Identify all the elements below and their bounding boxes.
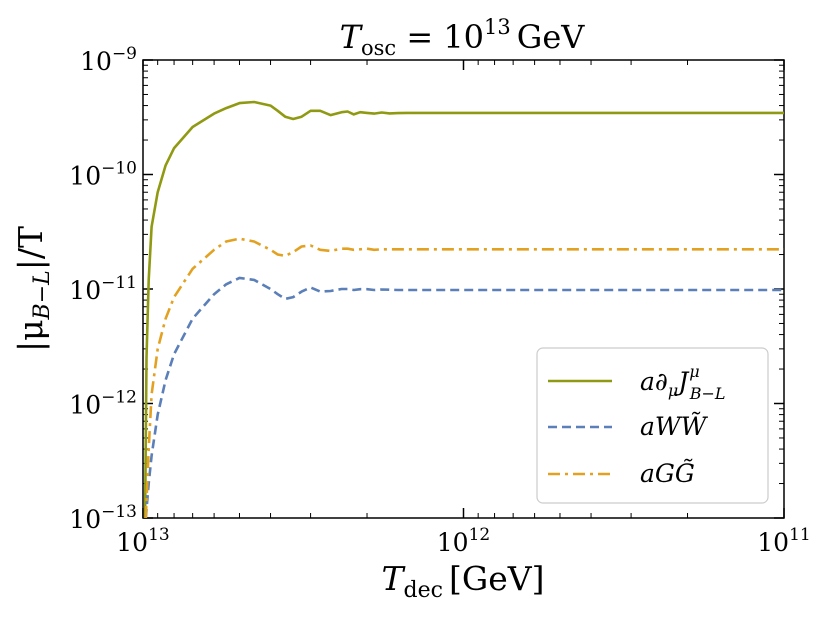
title-rel: = [396, 18, 443, 56]
title-unit: GeV [517, 18, 586, 56]
y-tick-label: 10−12 [69, 388, 137, 420]
y-tick-label: 10−10 [69, 159, 137, 191]
series-line-0 [143, 100, 784, 518]
legend-bl-sup: μ [689, 362, 699, 381]
title-exp: 13 [484, 15, 511, 39]
legend-box [536, 347, 769, 504]
x-tick-label: 1013 [116, 525, 169, 557]
chart-title: Tosc = 1013 GeV [340, 15, 586, 60]
title-base: 10 [443, 18, 484, 56]
ylabel-left: |μ [11, 319, 50, 352]
legend-bl-sub1: μ [668, 381, 678, 400]
y-tick-label: 10−9 [80, 44, 137, 76]
series-line-2 [144, 237, 784, 518]
y-tick-label: 10−13 [69, 502, 137, 534]
xlabel-unit: [GeV] [449, 559, 544, 598]
legend-bl-a: a∂ [640, 367, 668, 396]
x-axis-label: Tdec [GeV] [382, 559, 545, 603]
legend-bl-sub2: B−L [689, 384, 726, 403]
title-var: T [340, 18, 364, 56]
ylabel-right: |/T [11, 226, 50, 270]
series-layer [143, 100, 784, 518]
series-line-1 [144, 276, 784, 518]
axis-ticks: 1013 1012 1011 10−13 10−12 10−11 10−10 10−9 [69, 44, 810, 557]
ylabel-sub: B−L [30, 270, 55, 320]
xlabel-sub: dec [404, 578, 443, 603]
legend-label-bl: a∂μJμ B−L [640, 362, 725, 403]
xlabel-var: T [382, 559, 407, 598]
legend-label-gg: aGG̃ [640, 459, 695, 488]
legend: a∂μJμ B−L aWW̃ aGG̃ [536, 347, 769, 504]
title-sub: osc [361, 36, 396, 60]
y-tick-label: 10−11 [69, 273, 137, 305]
legend-bl-J: J [673, 367, 690, 396]
legend-label-ww: aWW̃ [640, 412, 709, 441]
y-axis-label: |μB−L|/T [11, 226, 55, 352]
x-tick-label: 1011 [757, 525, 810, 557]
x-tick-label: 1012 [437, 525, 490, 557]
